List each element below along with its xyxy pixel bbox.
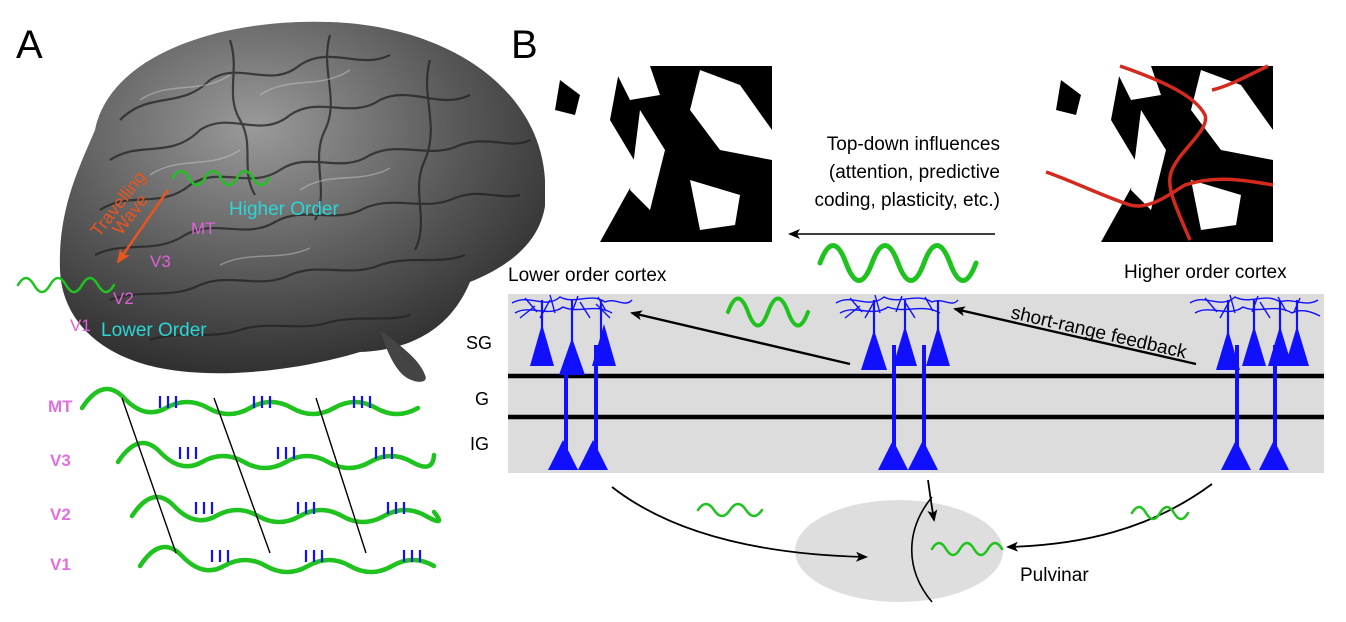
topdown-line-1: Top-down influences <box>827 134 1000 155</box>
pulvinar-oscillation <box>930 541 1004 557</box>
travelling-wave-arrow <box>116 189 170 264</box>
row-label-mt: MT <box>48 397 73 416</box>
short-range-feedback-arrow <box>953 306 1197 366</box>
phase-lines <box>121 397 367 554</box>
higher-to-pulvinar-arrow <box>1006 483 1213 552</box>
spike-marks <box>158 396 422 562</box>
row-label-v2: V2 <box>50 505 71 524</box>
slab-oscillation <box>726 296 810 328</box>
v2-brain-label: V2 <box>113 289 134 308</box>
higher-cortex-label: Higher order cortex <box>1124 262 1287 283</box>
lower-cortex-label: Lower order cortex <box>508 265 667 286</box>
neurons-lower-order <box>511 294 633 470</box>
layer-label-ig: IG <box>470 434 489 454</box>
stimulus-image-higher <box>1045 60 1274 242</box>
v3-oscillation <box>115 440 437 471</box>
cortex-slab <box>508 294 1324 473</box>
topdown-line-3: coding, plasticity, etc.) <box>814 190 1000 211</box>
lower-to-pulvinar-arrow <box>611 486 868 562</box>
pulvinar-label: Pulvinar <box>1020 565 1089 586</box>
row-label-v1: V1 <box>50 555 71 574</box>
oscillation-rows <box>79 386 442 575</box>
pulvinar-boundary <box>910 496 933 603</box>
layer-label-g: G <box>475 389 489 409</box>
stimulus-image-lower <box>545 60 772 242</box>
brain-illustration <box>59 21 546 382</box>
mt-brain-label: MT <box>191 219 216 238</box>
panel-a-letter: A <box>16 23 43 67</box>
middle-to-pulvinar-arrow <box>927 479 938 522</box>
v1-brain-label: V1 <box>70 316 91 335</box>
mt-oscillation <box>79 386 421 417</box>
panel-b-letter: B <box>511 23 538 67</box>
lower-feedback-arrow <box>630 310 851 366</box>
v3-brain-label: V3 <box>150 252 171 271</box>
higher-order-wave <box>171 169 271 187</box>
pathway-wave-right <box>1130 505 1190 521</box>
v1-oscillation <box>137 544 437 575</box>
pathway-wave-left <box>696 502 764 518</box>
topdown-line-2: (attention, predictive <box>829 162 1000 183</box>
pulvinar-region <box>795 500 1003 602</box>
lower-order-label: Lower Order <box>101 320 207 341</box>
neurons-middle <box>835 294 959 470</box>
topdown-oscillation <box>817 243 979 283</box>
neurons-higher-order <box>1189 294 1321 470</box>
higher-order-label: Higher Order <box>229 199 339 220</box>
layer-label-sg: SG <box>466 333 492 353</box>
brain-gyri <box>94 34 531 342</box>
segmentation-boundaries <box>1045 64 1274 241</box>
lower-order-wave <box>16 276 116 294</box>
row-label-v3: V3 <box>50 451 71 470</box>
v2-oscillation <box>129 494 442 525</box>
